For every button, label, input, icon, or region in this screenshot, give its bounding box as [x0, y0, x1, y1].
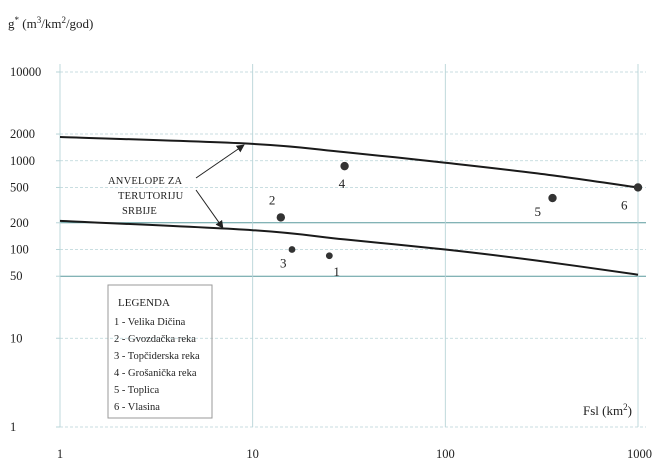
data-point-4: [340, 161, 349, 171]
annotation-line-3: SRBIJE: [122, 206, 157, 217]
y-tick-label-10: 10: [10, 331, 23, 345]
data-point-label-5: 5: [535, 204, 542, 219]
y-axis-label-open: (m: [19, 16, 37, 31]
annotation-arrow-2: [195, 189, 224, 229]
x-axis-label: Fsl (km2): [583, 402, 632, 418]
data-point-5: [548, 193, 557, 203]
y-tick-label-10000: 10000: [10, 65, 41, 79]
data-point-6: [633, 183, 643, 192]
data-point-label-6: 6: [621, 197, 628, 212]
legend-box: [107, 284, 213, 419]
y-axis-label: g* (m3/km2/god): [8, 15, 93, 31]
data-point-label-2: 2: [269, 192, 276, 207]
y-axis-label-mid: /km: [41, 16, 61, 31]
envelope-annotation: ANVELOPE ZA TERUTORIJU SRBIJE: [108, 144, 245, 229]
x-tick-label-1: 1: [57, 447, 63, 461]
y-tick-label-50: 50: [10, 269, 23, 283]
grid: [59, 64, 646, 428]
envelope-curves: [59, 136, 639, 276]
y-axis-label-sup2: 3: [37, 15, 42, 25]
y-tick-label-100: 100: [10, 243, 29, 257]
legend-item-2: 2 - Gvozdačka reka: [114, 334, 196, 345]
legend-item-5: 5 - Toplica: [114, 385, 159, 396]
x-axis-label-close: ): [628, 403, 632, 418]
x-axis-label-base: Fsl (km: [583, 403, 623, 418]
annotation-arrow-1: [195, 144, 245, 179]
legend-item-6: 6 - Vlasina: [114, 402, 160, 413]
data-point-3: [288, 246, 296, 253]
data-point-label-1: 1: [333, 264, 340, 279]
y-tick-label-1000: 1000: [10, 154, 35, 168]
legend-item-1: 1 - Velika Dičina: [114, 317, 186, 328]
x-tick-label-100: 100: [436, 447, 455, 461]
x-axis-label-sup: 2: [623, 402, 628, 412]
annotation-line-1: ANVELOPE ZA: [108, 176, 182, 187]
y-tick-label-500: 500: [10, 180, 29, 194]
envelope-curve-lower: [59, 219, 639, 276]
data-point-label-3: 3: [280, 256, 287, 271]
y-axis-label-sup3: 2: [61, 15, 66, 25]
y-tick-label-1: 1: [10, 420, 16, 434]
y-axis-label-sup1: *: [15, 15, 20, 25]
legend: LEGENDA 1 - Velika Dičina 2 - Gvozdačka …: [107, 284, 213, 419]
data-point-label-4: 4: [339, 176, 346, 191]
x-tick-label-1000: 1000: [627, 447, 652, 461]
data-point-1: [325, 252, 333, 260]
y-axis-label-base: g: [8, 16, 15, 31]
data-point-2: [276, 213, 286, 222]
legend-item-3: 3 - Topčiderska reka: [114, 351, 200, 362]
envelope-curve-upper: [59, 136, 639, 189]
axes: 1 10 50 100 200 500 1000 2000 10000 1 10 100 1000: [10, 65, 652, 461]
data-points: 1 2 3 4 5 6: [269, 161, 643, 279]
x-tick-label-10: 10: [246, 447, 259, 461]
legend-item-4: 4 - Grošanička reka: [114, 368, 197, 379]
annotation-line-2: TERUTORIJU: [118, 191, 184, 202]
y-axis-label-close: /god): [66, 16, 93, 31]
y-tick-label-200: 200: [10, 216, 29, 230]
legend-title: LEGENDA: [118, 297, 170, 309]
y-tick-label-2000: 2000: [10, 127, 35, 141]
